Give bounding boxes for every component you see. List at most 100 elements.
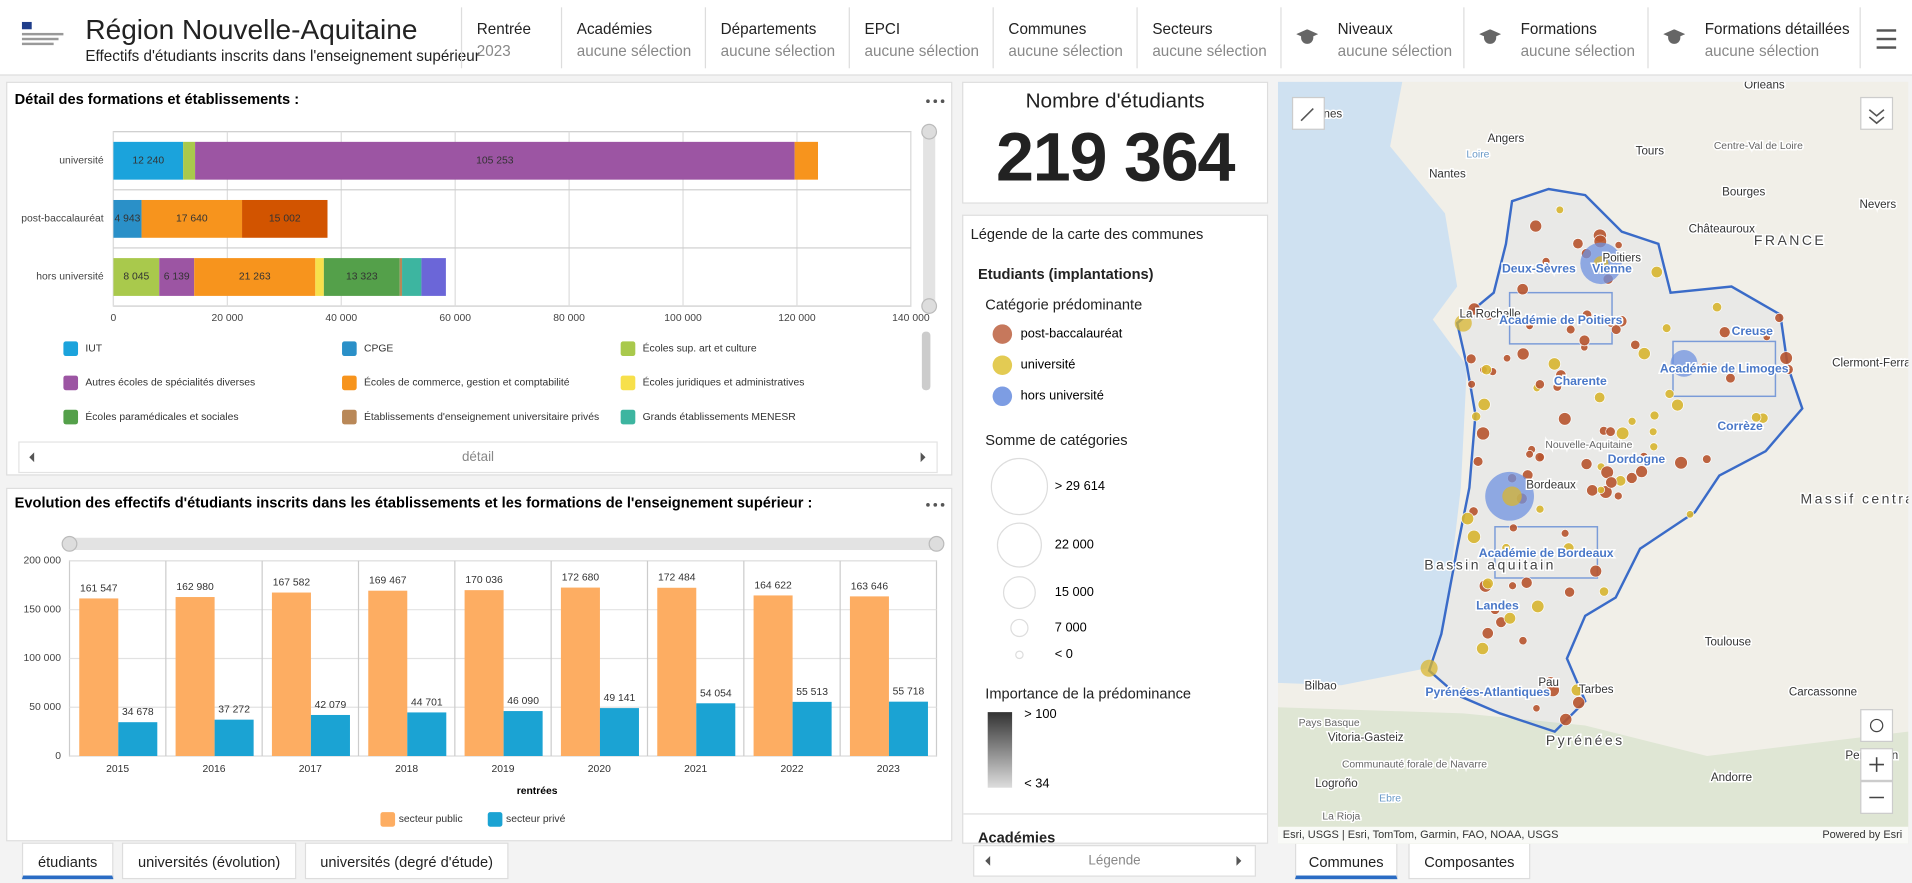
logo-line — [21, 32, 64, 36]
tab[interactable]: étudiants — [21, 842, 114, 880]
map-label: Logroño — [1315, 778, 1358, 790]
menu-bar — [1876, 37, 1897, 41]
legend-label: Autres écoles de spécialités diverses — [85, 378, 255, 389]
kpi-panel: Nombre d'étudiants 219 364 — [962, 81, 1269, 204]
tab[interactable]: universités (évolution) — [121, 842, 297, 880]
map-label: Académie de Poitiers — [1499, 313, 1623, 327]
tab[interactable]: Communes — [1294, 842, 1398, 880]
filter[interactable]: EPCI aucune sélection — [848, 7, 993, 69]
menu-button[interactable] — [1859, 7, 1912, 69]
legend-label: post-baccalauréat — [1021, 325, 1123, 340]
map-label: Angers — [1488, 133, 1525, 145]
arrow — [1236, 856, 1242, 866]
filter[interactable]: Secteurs aucune sélection — [1136, 7, 1280, 69]
map-point — [1547, 357, 1561, 371]
x-axis-label: rentrées — [517, 786, 558, 797]
filter[interactable]: Académies aucune sélection — [560, 7, 705, 69]
x-tick-label: 2019 — [491, 764, 514, 775]
map-point — [1630, 339, 1641, 350]
map-point — [1525, 449, 1534, 459]
y-tick-label: post-baccalauréat — [21, 214, 103, 225]
data-label: 169 467 — [369, 576, 407, 587]
map-point — [1581, 309, 1593, 321]
filter-label: Formations — [1520, 20, 1597, 38]
map-attribution: Esri, USGS | Esri, TomTom, Garmin, FAO, … — [1283, 829, 1559, 841]
filter[interactable]: Rentrée 2023 — [460, 7, 561, 69]
tab[interactable]: universités (degré d'étude) — [304, 842, 509, 880]
legend-subtitle: Somme de catégories — [985, 431, 1128, 449]
map-label: Bilbao — [1305, 681, 1337, 693]
y-tick-label: université — [59, 155, 104, 166]
map-label: Bordeaux — [1526, 479, 1576, 491]
data-label: 44 701 — [411, 697, 443, 708]
legend-label: secteur privé — [506, 814, 566, 825]
map-label: Ebre — [1379, 793, 1401, 804]
filter[interactable]: Communes aucune sélection — [992, 7, 1137, 69]
map-label: Pyrénées-Atlantiques — [1425, 685, 1550, 699]
legend-swatch — [63, 341, 79, 357]
filter-value: aucune sélection — [864, 42, 979, 60]
detail-footer[interactable]: détail — [18, 441, 938, 474]
x-tick-label: 2023 — [877, 764, 900, 775]
map-point — [1782, 364, 1794, 375]
bar — [310, 714, 350, 757]
map-point — [1480, 364, 1492, 376]
map-point — [1555, 205, 1565, 215]
map-zoom-in — [1869, 757, 1884, 772]
data-label: 172 484 — [658, 573, 696, 584]
data-label: 17 640 — [176, 214, 208, 225]
app-title: Région Nouvelle-Aquitaine — [85, 13, 418, 46]
data-label: 49 141 — [604, 693, 636, 704]
filter-icon — [1668, 35, 1681, 44]
x-tick-label: 2017 — [299, 764, 322, 775]
map-point — [1648, 427, 1658, 437]
map-point — [1627, 416, 1637, 426]
map-mountains — [1277, 707, 1909, 844]
bar-segment — [242, 199, 328, 238]
map-label: Charente — [1554, 374, 1607, 388]
legend-label: 22 000 — [1055, 536, 1094, 551]
map-point — [1762, 332, 1771, 342]
bar — [849, 596, 889, 757]
more-icon — [940, 99, 945, 104]
bar — [560, 587, 600, 757]
legend-footer[interactable]: Légende — [973, 845, 1256, 877]
legend-swatch — [620, 409, 636, 425]
map-point — [1615, 426, 1630, 441]
map-point — [1529, 219, 1543, 233]
tab[interactable]: Composantes — [1408, 842, 1531, 880]
legend-label: > 29 614 — [1055, 478, 1105, 493]
filter[interactable]: Départements aucune sélection — [704, 7, 849, 69]
app-subtitle: Effectifs d'étudiants inscrits dans l'en… — [85, 47, 480, 65]
bar — [792, 701, 832, 757]
map-point — [1534, 379, 1545, 390]
map-point — [1532, 704, 1541, 713]
legend-label: < 34 — [1024, 775, 1049, 790]
bar — [214, 719, 254, 757]
bar-segment — [141, 199, 243, 238]
bar — [464, 590, 504, 757]
map-point — [1520, 576, 1533, 589]
map-label: Toulouse — [1705, 637, 1751, 649]
map-point — [1564, 586, 1576, 598]
slider-track — [69, 537, 937, 550]
legend-label: 15 000 — [1055, 584, 1094, 599]
map-point — [1598, 586, 1610, 597]
x-tick-label: 2018 — [395, 764, 418, 775]
map-point — [1650, 265, 1663, 279]
bar-segment — [794, 141, 818, 180]
bar-segment — [315, 258, 324, 296]
size-symbol — [1002, 576, 1036, 610]
tab-label: universités (évolution) — [137, 853, 281, 871]
map-label: Communauté forale de Navarre — [1342, 759, 1487, 770]
map-point — [1637, 347, 1651, 361]
map-point — [1460, 512, 1475, 526]
map-point — [1718, 326, 1731, 339]
filter[interactable]: Niveaux aucune sélection — [1280, 7, 1463, 69]
legend-label: IUT — [85, 343, 102, 354]
filter[interactable]: Formations détaillées aucune sélection — [1647, 7, 1859, 69]
filter-label: Académies — [576, 20, 653, 38]
filter[interactable]: Formations aucune sélection — [1463, 7, 1647, 69]
